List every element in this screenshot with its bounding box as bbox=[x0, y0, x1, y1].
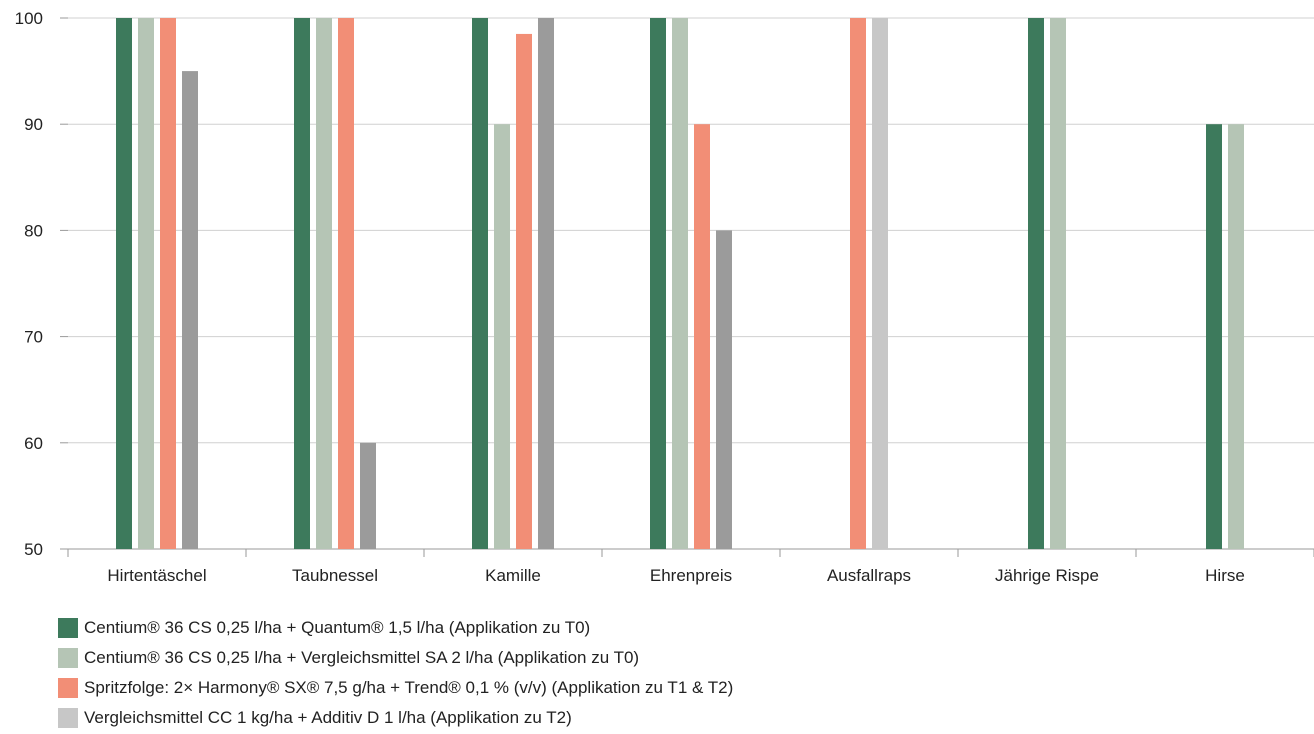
bar-series-2-1 bbox=[316, 18, 332, 549]
bar-series-2-6 bbox=[1228, 124, 1244, 549]
bar-chart: 50 60 70 80 90 100 Hirtentäschel Taubnessel Kam… bbox=[15, 9, 1314, 585]
x-tick-label: Taubnessel bbox=[292, 566, 378, 585]
y-tick-label: 100 bbox=[15, 9, 43, 28]
legend-item: Spritzfolge: 2× Harmony® SX® 7,5 g/ha + … bbox=[58, 674, 733, 702]
y-tick-label: 50 bbox=[24, 540, 43, 559]
legend-label: Vergleichsmittel CC 1 kg/ha + Additiv D … bbox=[84, 708, 572, 727]
bar-series-3-3 bbox=[694, 124, 710, 549]
bar-series-3-1 bbox=[338, 18, 354, 549]
y-tick-label: 80 bbox=[24, 221, 43, 240]
legend-label: Spritzfolge: 2× Harmony® SX® 7,5 g/ha + … bbox=[84, 678, 734, 697]
bars bbox=[116, 18, 1244, 550]
y-tick-label: 70 bbox=[24, 328, 43, 347]
bar-series-2-3 bbox=[672, 18, 688, 549]
bar-series-1-2 bbox=[472, 18, 488, 549]
x-tick-label: Kamille bbox=[485, 566, 541, 585]
bar-series-3-2 bbox=[516, 33, 532, 550]
bar-series-5-1 bbox=[360, 442, 376, 549]
bar-series-3-4 bbox=[850, 18, 866, 549]
legend-swatch bbox=[58, 618, 78, 638]
y-tick-label: 60 bbox=[24, 434, 43, 453]
bar-series-1-3 bbox=[650, 18, 666, 549]
bar-series-5-2 bbox=[538, 18, 554, 549]
legend-label: Centium® 36 CS 0,25 l/ha + Vergleichsmit… bbox=[84, 648, 640, 667]
gridlines bbox=[60, 17, 1314, 550]
legend: Centium® 36 CS 0,25 l/ha + Quantum® 1,5 … bbox=[58, 614, 733, 734]
bar-series-4-4 bbox=[872, 18, 888, 549]
legend-swatch bbox=[58, 708, 78, 728]
x-axis: Hirtentäschel Taubnessel Kamille Ehrenpreis… bbox=[67, 549, 1314, 585]
bar-series-5-0 bbox=[182, 71, 198, 549]
x-tick-label: Ausfallraps bbox=[827, 566, 911, 585]
bar-series-5-3 bbox=[716, 230, 732, 549]
bar-series-1-5 bbox=[1028, 18, 1044, 549]
bar-series-3-0 bbox=[160, 18, 176, 549]
bar-series-2-2 bbox=[494, 124, 510, 549]
y-tick-label: 90 bbox=[24, 115, 43, 134]
bar-series-1-1 bbox=[294, 18, 310, 549]
legend-swatch bbox=[58, 648, 78, 668]
y-axis-ticks: 50 60 70 80 90 100 bbox=[15, 9, 43, 559]
bar-series-1-0 bbox=[116, 18, 132, 549]
legend-item: Centium® 36 CS 0,25 l/ha + Quantum® 1,5 … bbox=[58, 614, 733, 642]
x-tick-label: Ehrenpreis bbox=[650, 566, 732, 585]
bar-series-2-0 bbox=[138, 18, 154, 549]
bar-series-2-5 bbox=[1050, 18, 1066, 549]
legend-item: Centium® 36 CS 0,25 l/ha + Vergleichsmit… bbox=[58, 644, 733, 672]
legend-swatch bbox=[58, 678, 78, 698]
legend-label: Centium® 36 CS 0,25 l/ha + Quantum® 1,5 … bbox=[84, 618, 591, 637]
legend-item: Vergleichsmittel CC 1 kg/ha + Additiv D … bbox=[58, 704, 733, 732]
x-tick-label: Jährige Rispe bbox=[995, 566, 1099, 585]
bar-series-1-6 bbox=[1206, 124, 1222, 549]
x-tick-label: Hirtentäschel bbox=[107, 566, 206, 585]
x-tick-label: Hirse bbox=[1205, 566, 1245, 585]
